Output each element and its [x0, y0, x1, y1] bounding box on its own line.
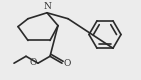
- Text: O: O: [30, 58, 37, 67]
- Text: N: N: [43, 2, 51, 11]
- Text: O: O: [64, 59, 71, 68]
